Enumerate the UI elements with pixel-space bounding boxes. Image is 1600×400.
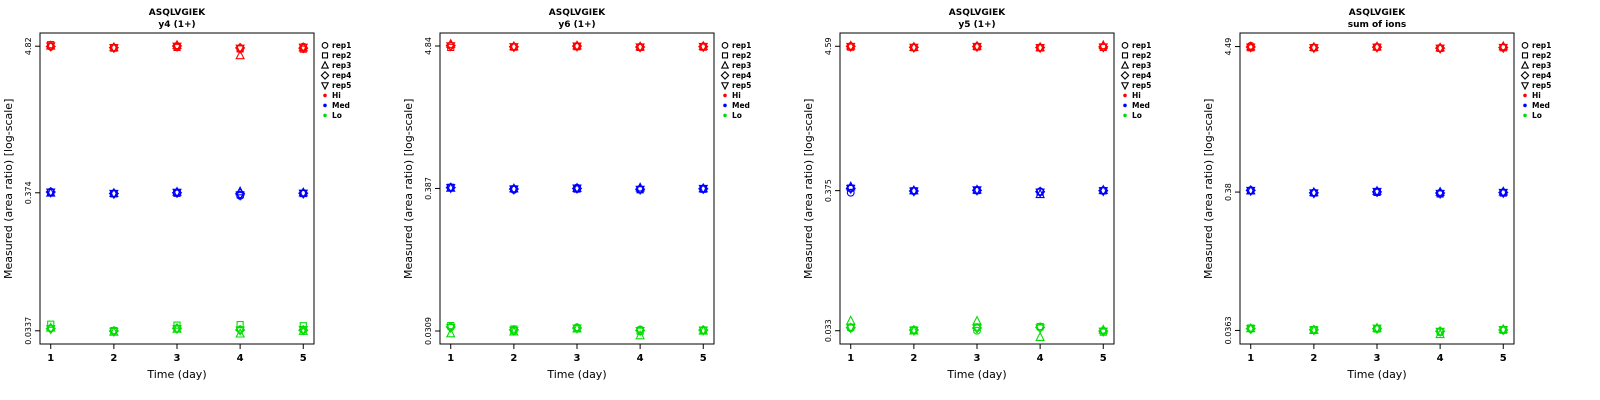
svg-text:Hi: Hi	[1532, 91, 1541, 100]
svg-text:4: 4	[237, 353, 244, 364]
svg-text:Med: Med	[1132, 101, 1150, 110]
svg-text:3: 3	[574, 353, 581, 364]
svg-text:rep5: rep5	[1532, 81, 1551, 90]
svg-text:Hi: Hi	[332, 91, 341, 100]
x-axis-label: Time (day)	[947, 368, 1007, 381]
y-axis-label: Measured (area ratio) [log-scale]	[402, 98, 415, 279]
svg-text:4.59: 4.59	[824, 37, 833, 55]
svg-text:Med: Med	[1532, 101, 1550, 110]
svg-text:0.0337: 0.0337	[24, 317, 33, 345]
chart-title: ASQLVGIEK	[948, 8, 1006, 18]
svg-text:1: 1	[47, 353, 54, 364]
svg-text:rep3: rep3	[732, 61, 751, 70]
svg-text:Lo: Lo	[1132, 111, 1142, 120]
x-axis-label: Time (day)	[147, 368, 207, 381]
svg-text:5: 5	[1500, 353, 1507, 364]
svg-text:rep3: rep3	[1532, 61, 1551, 70]
svg-text:1: 1	[447, 353, 454, 364]
svg-text:2: 2	[910, 353, 917, 364]
svg-text:5: 5	[700, 353, 707, 364]
svg-text:rep2: rep2	[732, 51, 751, 60]
svg-text:3: 3	[174, 353, 181, 364]
svg-text:2: 2	[110, 353, 117, 364]
svg-text:rep4: rep4	[732, 71, 751, 80]
svg-text:4.82: 4.82	[24, 37, 33, 55]
svg-text:2: 2	[1310, 353, 1317, 364]
svg-text:rep3: rep3	[1132, 61, 1151, 70]
svg-text:1: 1	[847, 353, 854, 364]
svg-text:rep5: rep5	[732, 81, 751, 90]
plot-canvas-y5: 1 2 3 4 5 4.59 0.375 0.033 rep1rep2rep3rep4rep5H…	[824, 32, 1151, 364]
svg-text:Med: Med	[332, 101, 350, 110]
svg-text:5: 5	[1100, 353, 1107, 364]
svg-text:Hi: Hi	[732, 91, 741, 100]
chart-subtitle: y6 (1+)	[558, 20, 596, 30]
svg-text:4.84: 4.84	[424, 37, 433, 55]
y-axis-label: Measured (area ratio) [log-scale]	[1202, 98, 1215, 279]
svg-text:5: 5	[300, 353, 307, 364]
svg-text:rep1: rep1	[1132, 41, 1151, 50]
chart-subtitle: y4 (1+)	[158, 20, 196, 30]
svg-text:rep5: rep5	[332, 81, 351, 90]
y-axis-label: Measured (area ratio) [log-scale]	[2, 98, 15, 279]
chart-subtitle: y5 (1+)	[958, 20, 996, 30]
svg-text:rep3: rep3	[332, 61, 351, 70]
svg-text:rep4: rep4	[1532, 71, 1551, 80]
svg-text:0.033: 0.033	[824, 319, 833, 342]
svg-text:3: 3	[1374, 353, 1381, 364]
svg-text:Hi: Hi	[1132, 91, 1141, 100]
plot-canvas-y6: 1 2 3 4 5 4.84 0.387 0.0309 rep1rep2rep3rep4rep5…	[424, 32, 751, 364]
svg-text:4: 4	[637, 353, 644, 364]
x-axis-label: Time (day)	[547, 368, 607, 381]
chart-panel-sum-of-ions: 1 2 3 4 5 4.49 0.38 0.0363 rep1 rep2 rep3 rep4 rep5 H…	[1200, 0, 1600, 400]
svg-text:rep1: rep1	[732, 41, 751, 50]
svg-text:0.387: 0.387	[424, 177, 433, 200]
svg-text:rep4: rep4	[332, 71, 351, 80]
svg-text:Lo: Lo	[1532, 111, 1542, 120]
chart-panel-y6: 1 2 3 4 5 4.84 0.387 0.0309 rep1 rep2 rep3 rep4 rep5…	[400, 0, 800, 400]
svg-text:Med: Med	[732, 101, 750, 110]
svg-text:4: 4	[1437, 353, 1444, 364]
svg-text:rep2: rep2	[1132, 51, 1151, 60]
svg-text:rep1: rep1	[332, 41, 351, 50]
svg-text:rep2: rep2	[332, 51, 351, 60]
svg-text:rep1: rep1	[1532, 41, 1551, 50]
svg-text:0.375: 0.375	[824, 179, 833, 202]
x-axis-label: Time (day)	[1347, 368, 1407, 381]
svg-text:rep5: rep5	[1132, 81, 1151, 90]
plot-canvas-y4: 1 2 3 4 5 4.82 0.374 0.0337 rep1rep2rep3rep4rep5…	[24, 32, 351, 364]
chart-title: ASQLVGIEK	[1348, 8, 1406, 18]
svg-text:0.38: 0.38	[1224, 183, 1233, 201]
svg-text:Lo: Lo	[732, 111, 742, 120]
svg-text:0.374: 0.374	[24, 181, 33, 204]
svg-text:3: 3	[974, 353, 981, 364]
chart-panel-y4: 1 2 3 4 5 4.82 0.374 0.0337 rep1 rep2 rep3 rep4 rep5…	[0, 0, 400, 400]
svg-text:4: 4	[1037, 353, 1044, 364]
svg-text:2: 2	[510, 353, 517, 364]
chart-panel-y5: 1 2 3 4 5 4.59 0.375 0.033 rep1 rep2 rep3 rep4 rep5 H…	[800, 0, 1200, 400]
svg-text:1: 1	[1247, 353, 1254, 364]
svg-text:0.0363: 0.0363	[1224, 316, 1233, 344]
svg-text:Lo: Lo	[332, 111, 342, 120]
svg-text:0.0309: 0.0309	[424, 317, 433, 345]
chart-subtitle: sum of ions	[1347, 20, 1407, 30]
svg-text:4.49: 4.49	[1224, 38, 1233, 56]
plot-canvas-sum-of-ions: 1 2 3 4 5 4.49 0.38 0.0363 rep1rep2rep3rep4rep5H…	[1224, 32, 1551, 364]
chart-title: ASQLVGIEK	[548, 8, 606, 18]
y-axis-label: Measured (area ratio) [log-scale]	[802, 98, 815, 279]
svg-text:rep2: rep2	[1532, 51, 1551, 60]
chart-title: ASQLVGIEK	[148, 8, 206, 18]
svg-text:rep4: rep4	[1132, 71, 1151, 80]
